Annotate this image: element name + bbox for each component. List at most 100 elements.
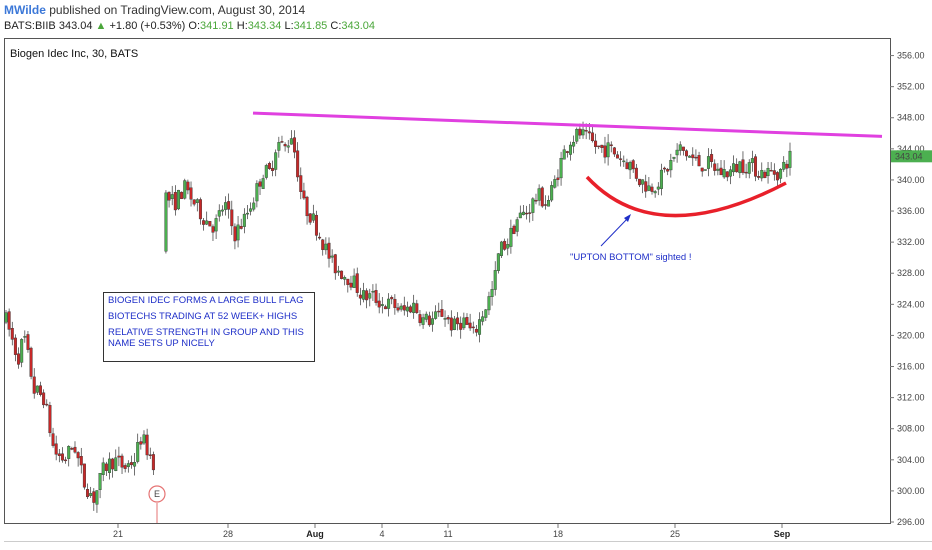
candle-body	[525, 212, 529, 215]
candle-body	[346, 278, 350, 285]
time-tick-label: 25	[670, 529, 680, 539]
candle-body	[70, 448, 74, 450]
candle-body	[430, 318, 434, 325]
price-axis: 356.00 352.00 348.00 344.00 340.00 336.00 332.…	[890, 51, 925, 527]
price-tick-label: 344.00	[897, 144, 925, 154]
time-tick-label: 18	[553, 529, 563, 539]
candle-body	[217, 210, 221, 217]
candle-body	[688, 155, 692, 158]
candle-body	[565, 151, 569, 153]
candle-body	[656, 186, 660, 190]
candle-body	[32, 376, 36, 394]
price-tick-label: 328.00	[897, 268, 925, 278]
candle-body	[619, 158, 623, 160]
candle-body	[311, 213, 315, 221]
candle-body	[562, 149, 566, 160]
candle-body	[769, 170, 773, 172]
ticker-symbol: BATS:BIIB	[4, 20, 56, 32]
rounded-bottom-arc[interactable]	[585, 175, 787, 218]
candle-body	[594, 140, 598, 147]
candle-body	[462, 317, 466, 329]
candle-body	[499, 241, 503, 256]
note-line-3: RELATIVE STRENGTH IN GROUP AND THIS NAME…	[108, 327, 304, 349]
candle-body	[719, 167, 723, 176]
candle-body	[775, 172, 779, 181]
candle-body	[195, 199, 199, 203]
candle-body	[48, 405, 52, 434]
candle-body	[358, 294, 362, 299]
upton-bottom-annotation[interactable]: "UPTON BOTTOM" sighted !	[570, 252, 691, 263]
notes-box[interactable]: BIOGEN IDEC FORMS A LARGE BULL FLAG BIOT…	[103, 292, 315, 362]
ohlc-high-label: H:	[236, 20, 248, 32]
candle-body	[750, 158, 754, 164]
candle-body	[101, 462, 105, 475]
resistance-trendline[interactable]	[252, 111, 883, 138]
time-tick-label: Aug	[306, 529, 324, 539]
candle-body	[120, 455, 124, 468]
candle-body	[663, 167, 667, 170]
candle-body	[459, 322, 463, 330]
candle-body	[192, 199, 196, 205]
candle-body	[239, 226, 243, 229]
candle-body	[189, 187, 193, 200]
candle-body	[590, 132, 594, 142]
candle-body	[92, 491, 96, 503]
candle-body	[647, 185, 651, 191]
candle-body	[29, 347, 33, 377]
candle-body	[452, 318, 456, 331]
candle-body	[114, 457, 118, 472]
candle-body	[713, 163, 717, 171]
candle-body	[129, 462, 133, 466]
candle-body	[136, 441, 140, 462]
candle-body	[38, 385, 42, 395]
candle-body	[242, 213, 246, 227]
candle-body	[540, 187, 544, 207]
candle-body	[208, 221, 212, 227]
candle-body	[509, 227, 513, 247]
earnings-marker-label: E	[154, 489, 160, 499]
candle-body	[227, 201, 231, 210]
candle-body	[637, 178, 641, 186]
candle-body	[600, 144, 604, 149]
candle-body	[123, 465, 127, 469]
time-tick-label: 28	[223, 529, 233, 539]
candle-body	[700, 167, 704, 172]
candle-body	[142, 434, 146, 444]
candle-body	[685, 150, 689, 157]
candle-body	[86, 489, 90, 498]
candle-body	[4, 312, 8, 323]
time-axis: 21 28 Aug 4 11 18 25 Sep	[113, 524, 791, 539]
candle-body	[198, 199, 202, 220]
price-tick-label: 336.00	[897, 206, 925, 216]
candle-body	[415, 303, 419, 313]
candle-body	[512, 225, 516, 234]
note-line-2: BIOTECHS TRADING AT 52 WEEK+ HIGHS	[108, 311, 298, 322]
candle-body	[173, 192, 177, 211]
candle-body	[424, 313, 428, 320]
author-name[interactable]: MWilde	[4, 3, 46, 17]
ohlc-high: 343.34	[247, 20, 282, 32]
price-tick-label: 348.00	[897, 113, 925, 123]
candle-body	[180, 191, 184, 200]
ticker-price: 343.04	[58, 20, 93, 32]
candle-body	[286, 145, 290, 148]
candle-body	[330, 255, 334, 258]
candle-body	[446, 317, 450, 320]
candle-body	[51, 433, 55, 446]
candle-body	[396, 307, 400, 311]
price-tick-label: 308.00	[897, 424, 925, 434]
candle-body	[785, 163, 789, 169]
candle-body	[365, 290, 369, 301]
candle-body	[60, 453, 64, 461]
candle-body	[104, 463, 108, 471]
candle-body	[224, 202, 228, 210]
earnings-marker[interactable]: E	[148, 485, 166, 523]
candle-body	[42, 392, 46, 406]
candle-body	[111, 458, 115, 470]
ohlc-close: 343.04	[341, 20, 376, 32]
candle-body	[412, 302, 416, 314]
candle-body	[471, 326, 475, 329]
candle-body	[352, 275, 356, 288]
candle-body	[7, 311, 11, 330]
